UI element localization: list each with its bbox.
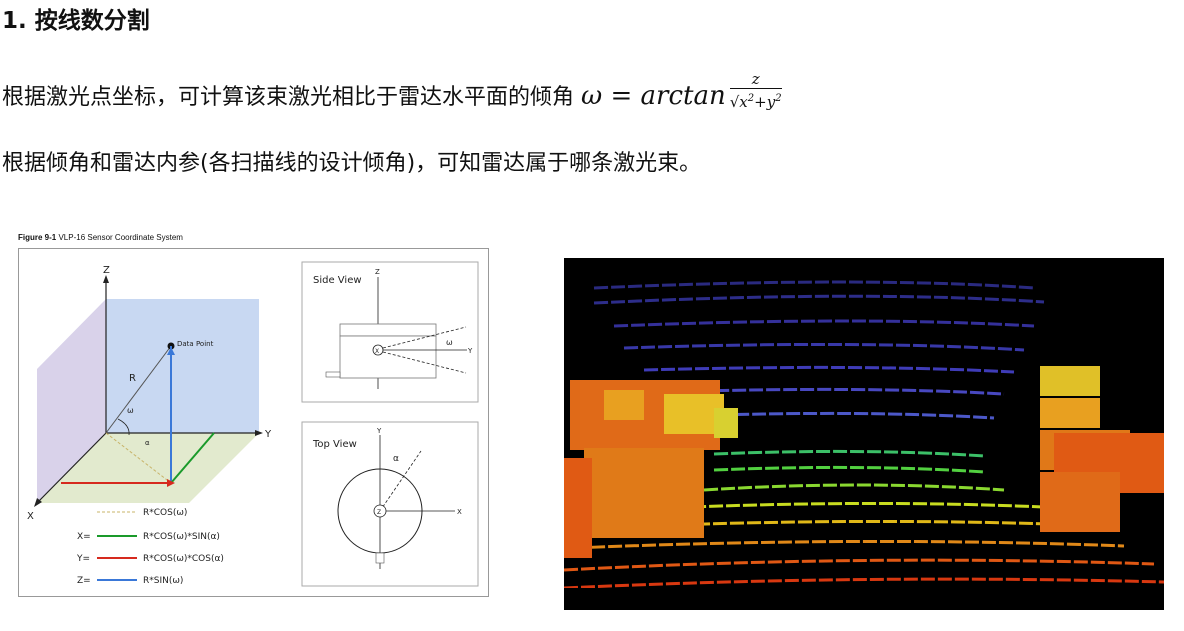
x-axis bbox=[36, 432, 107, 504]
legend-x: R*COS(ω)*SIN(α) bbox=[143, 532, 220, 542]
svg-text:X: X bbox=[375, 348, 379, 355]
formula-denominator: √x2+y2 bbox=[729, 93, 782, 111]
alpha-label: α bbox=[145, 439, 150, 447]
formula-numerator: z bbox=[729, 70, 782, 89]
xz-plane bbox=[37, 299, 106, 503]
side-view-panel: Side View Z X Y ω bbox=[301, 261, 479, 403]
legend: R*COS(ω) X= R*COS(ω)*SIN(α) Y= R*COS(ω)*… bbox=[76, 508, 224, 586]
paragraph-angle: 根据激光点坐标，可计算该束激光相比于雷达水平面的倾角 ω = arctan z √x… bbox=[2, 70, 782, 118]
lidar-scan-visual bbox=[564, 280, 1164, 610]
legend-x-prefix: X= bbox=[77, 532, 91, 542]
r-vector bbox=[105, 345, 172, 434]
data-point-label: Data Point bbox=[177, 340, 214, 348]
svg-text:α: α bbox=[393, 454, 399, 464]
formula: ω = arctan z √x2+y2 bbox=[581, 70, 782, 111]
omega-label: ω bbox=[127, 406, 134, 415]
lidar-point-cloud-image bbox=[564, 258, 1164, 610]
xy-plane bbox=[37, 433, 259, 503]
paragraph-beam: 根据倾角和雷达内参(各扫描线的设计倾角)，可知雷达属于哪条激光束。 bbox=[2, 151, 702, 176]
r-label: R bbox=[129, 373, 136, 384]
formula-fraction: z √x2+y2 bbox=[729, 70, 782, 112]
legend-y-prefix: Y= bbox=[76, 554, 90, 564]
svg-text:Y: Y bbox=[467, 347, 473, 355]
coordinate-system-figure: Z Y X Data Point R ω α R*COS(ω) X= R*COS… bbox=[18, 248, 489, 597]
x-component bbox=[170, 432, 215, 484]
yz-plane bbox=[106, 299, 259, 433]
legend-z-prefix: Z= bbox=[77, 576, 91, 586]
formula-lhs: ω = arctan bbox=[581, 81, 726, 111]
coordinate-diagram: Z Y X Data Point R ω α R*COS(ω) X= R*COS… bbox=[27, 261, 479, 587]
side-view-title: Side View bbox=[313, 275, 362, 286]
svg-text:Z: Z bbox=[377, 509, 381, 516]
legend-z: R*SIN(ω) bbox=[143, 576, 183, 586]
section-heading: 1. 按线数分割 bbox=[2, 8, 150, 34]
top-view-panel: Top View Y X α Z bbox=[301, 421, 479, 587]
legend-y: R*COS(ω)*COS(α) bbox=[143, 554, 224, 564]
figure-caption: Figure 9-1 VLP-16 Sensor Coordinate Syst… bbox=[18, 233, 183, 242]
legend-rcos: R*COS(ω) bbox=[143, 508, 187, 518]
top-view-title: Top View bbox=[312, 439, 357, 450]
y-axis-label: Y bbox=[264, 429, 272, 440]
svg-text:Z: Z bbox=[375, 268, 380, 276]
x-axis-label: X bbox=[27, 511, 34, 522]
svg-text:X: X bbox=[457, 508, 462, 516]
svg-text:ω: ω bbox=[446, 338, 453, 347]
svg-text:Y: Y bbox=[376, 427, 382, 435]
paragraph-angle-text: 根据激光点坐标，可计算该束激光相比于雷达水平面的倾角 bbox=[2, 85, 575, 110]
rcos-projection bbox=[105, 432, 172, 484]
z-axis-label: Z bbox=[103, 265, 110, 276]
